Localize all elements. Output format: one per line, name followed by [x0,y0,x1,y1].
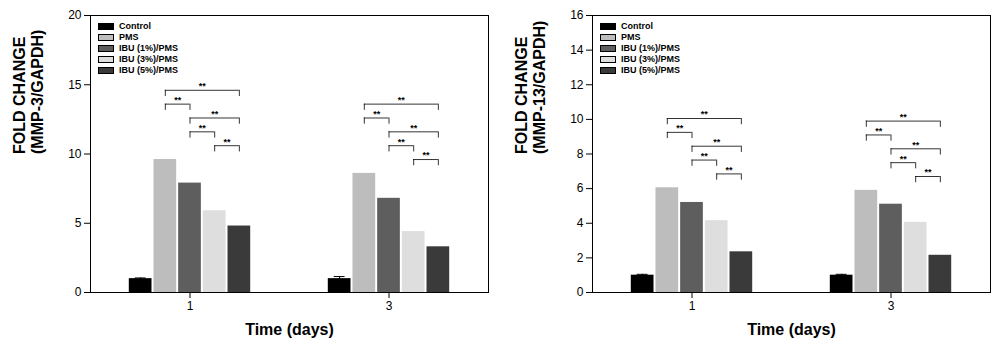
html-text:IBU (3%)/PMS: IBU (3%)/PMS [621,54,680,64]
svg-text:**: ** [199,81,207,91]
svg-text:**: ** [373,109,381,119]
svg-text:**: ** [398,137,406,147]
svg-text:**: ** [211,109,219,119]
svg-text:4: 4 [577,216,584,230]
svg-text:16: 16 [570,8,584,22]
svg-text:3: 3 [888,299,895,313]
svg-text:**: ** [900,154,908,164]
html-text:IBU (5%)/PMS: IBU (5%)/PMS [621,65,680,75]
svg-text:15: 15 [68,78,82,92]
svg-text:**: ** [398,95,406,105]
svg-text:2: 2 [577,251,584,265]
html-text:Control: Control [119,21,151,31]
html-text:IBU (1%)/PMS: IBU (1%)/PMS [621,43,680,53]
svg-text:**: ** [900,112,908,122]
svg-text:**: ** [875,126,883,136]
svg-text:5: 5 [75,216,82,230]
html-text:Control: Control [621,21,653,31]
svg-text:**: ** [701,151,709,161]
svg-text:12: 12 [570,78,584,92]
html-text:IBU (5%)/PMS: IBU (5%)/PMS [119,65,178,75]
svg-text:**: ** [423,150,431,160]
svg-text:14: 14 [570,43,584,57]
svg-text:6: 6 [577,181,584,195]
svg-text:8: 8 [577,147,584,161]
html-text:IBU (1%)/PMS: IBU (1%)/PMS [119,43,178,53]
svg-text:Time (days): Time (days) [245,321,334,338]
svg-text:**: ** [224,137,232,147]
svg-text:**: ** [726,165,734,175]
html-text:IBU (3%)/PMS: IBU (3%)/PMS [119,54,178,64]
svg-text:3: 3 [386,299,393,313]
svg-text:**: ** [925,167,933,177]
html-text:PMS: PMS [621,32,641,42]
svg-text:0: 0 [577,285,584,299]
svg-text:1: 1 [187,299,194,313]
svg-text:**: ** [174,95,182,105]
svg-text:**: ** [199,123,207,133]
svg-text:**: ** [713,137,721,147]
svg-text:**: ** [701,109,709,119]
svg-text:20: 20 [68,8,82,22]
html-text:PMS: PMS [119,32,139,42]
svg-text:**: ** [912,140,920,150]
svg-text:10: 10 [570,112,584,126]
svg-text:Time (days): Time (days) [747,321,836,338]
svg-text:10: 10 [68,147,82,161]
svg-text:1: 1 [689,299,696,313]
svg-text:0: 0 [75,285,82,299]
svg-text:FOLD CHANGE(MMP-13/GAPDH): FOLD CHANGE(MMP-13/GAPDH) [513,21,548,154]
svg-text:FOLD CHANGE(MMP-3/GAPDH): FOLD CHANGE(MMP-3/GAPDH) [11,30,46,154]
svg-text:**: ** [676,123,684,133]
svg-text:**: ** [410,123,418,133]
